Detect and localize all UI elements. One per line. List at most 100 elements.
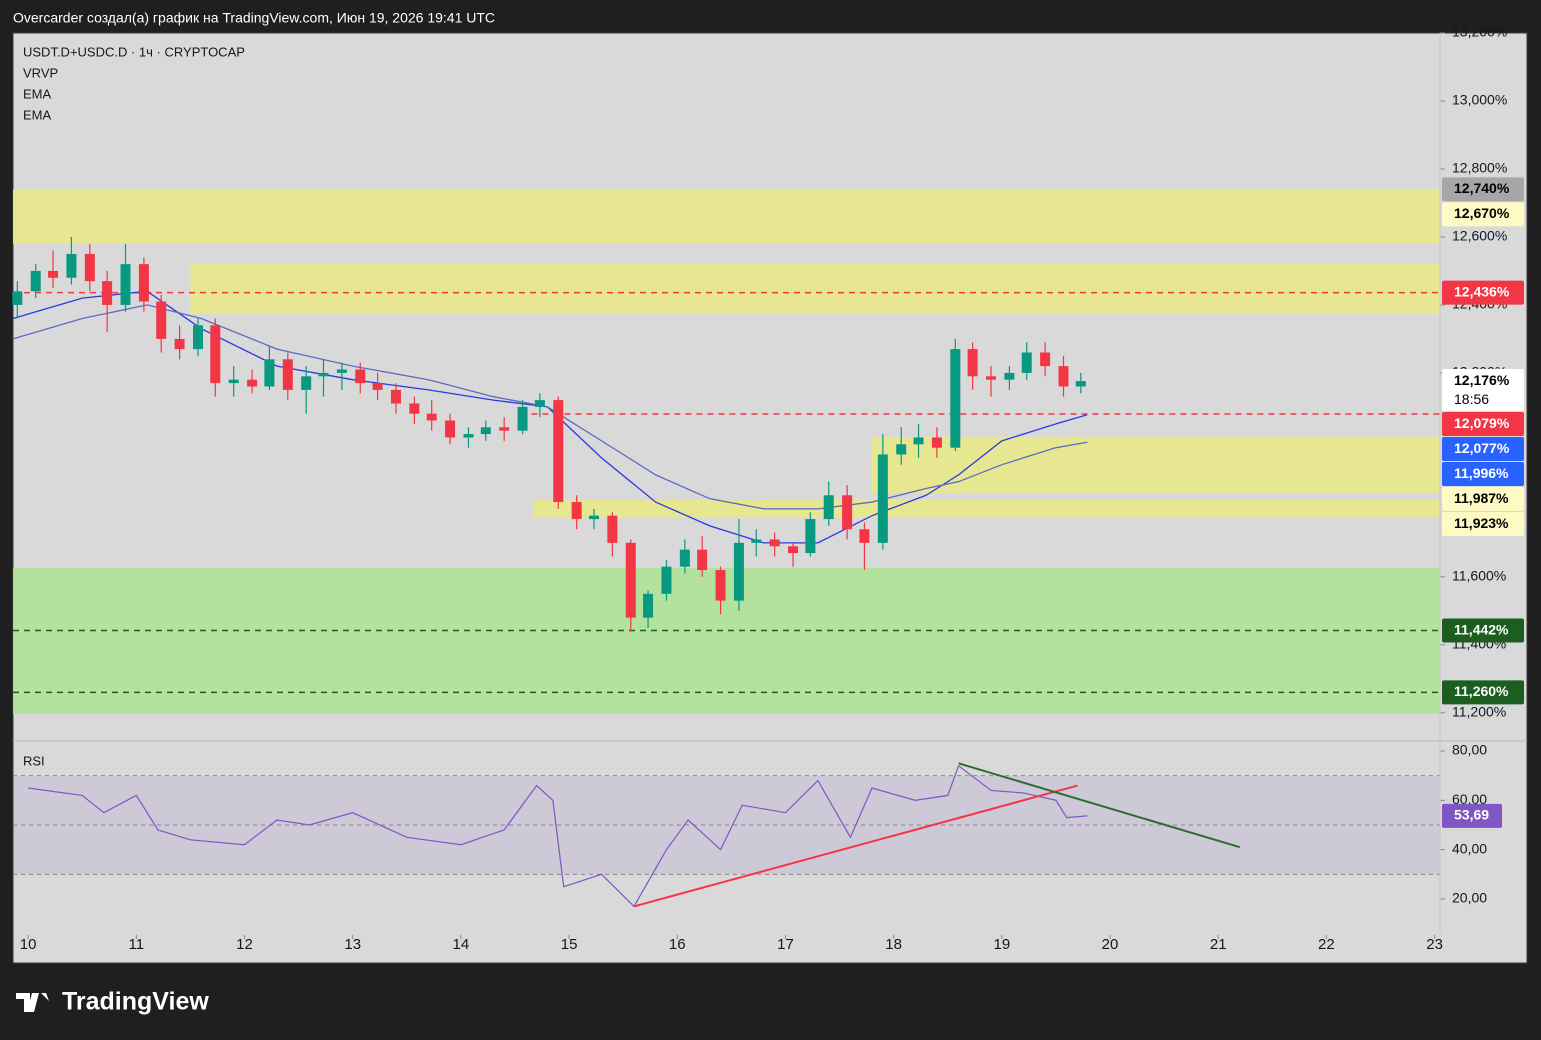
candle-body: [247, 379, 258, 387]
price-tag: [1442, 369, 1524, 412]
zone: [13, 568, 1440, 714]
candle-body: [84, 253, 95, 282]
y-tick-label: 60,00: [1452, 791, 1487, 807]
logo-icon: [16, 993, 49, 1012]
candle-body: [445, 420, 456, 438]
candle-body: [1058, 366, 1069, 387]
legend-text: USDT.D+USDC.D · 1ч · CRYPTOCAP: [23, 44, 245, 59]
candle-body: [896, 444, 907, 455]
candle-body: [571, 502, 582, 520]
price-tag-label: 11,996%: [1454, 465, 1509, 481]
candle-body: [301, 376, 312, 390]
price-tag-label: 11,923%: [1454, 515, 1509, 531]
y-tick-label: 20,00: [1452, 890, 1487, 906]
price-tag-label: 11,987%: [1454, 490, 1509, 506]
price-tag: [1442, 202, 1524, 227]
candle-body: [1021, 352, 1032, 373]
candle-body: [102, 281, 113, 305]
candle-body: [30, 270, 41, 292]
candle-body: [390, 389, 401, 404]
price-tag-label: 12,079%: [1454, 415, 1510, 431]
legend-text: EMA: [23, 107, 52, 122]
zone: [872, 436, 1440, 493]
trendline: [958, 762, 1241, 849]
candle-body: [534, 400, 545, 407]
x-tick-label: 14: [453, 936, 470, 953]
x-tick-label: 16: [669, 936, 686, 953]
candle-body: [318, 372, 329, 377]
candle-body: [697, 549, 708, 571]
candle-body: [661, 566, 672, 594]
price-tag: [1442, 487, 1524, 512]
price-tag-label: 12,436%: [1454, 283, 1510, 299]
price-tag: [1442, 680, 1524, 705]
price-tag-label: 11,260%: [1454, 683, 1509, 699]
price-tag: [1442, 437, 1524, 462]
ema-line: [12, 304, 1088, 510]
candle-body: [499, 427, 510, 431]
candle-body: [733, 542, 744, 601]
header-text: Overcarder создал(а) график на TradingVi…: [13, 10, 495, 26]
candle-body: [174, 338, 185, 350]
x-tick-label: 12: [236, 936, 253, 953]
candle-body: [463, 434, 474, 438]
candle-body: [625, 542, 636, 618]
candle-body: [409, 403, 420, 414]
candle-body: [715, 570, 726, 601]
candle-body: [336, 369, 347, 373]
candle-body: [967, 349, 978, 377]
x-tick-label: 15: [561, 936, 578, 953]
candle-body: [1040, 352, 1051, 367]
price-tag-label: 53,69: [1454, 807, 1489, 823]
candle-body: [1075, 381, 1086, 387]
candle-body: [913, 437, 924, 445]
candle-body: [607, 515, 618, 543]
x-tick-label: 18: [885, 936, 902, 953]
price-tag-label: 11,442%: [1454, 621, 1509, 637]
candle-body: [751, 539, 762, 543]
candle-body: [842, 495, 853, 530]
x-tick-label: 11: [129, 936, 145, 953]
x-tick-label: 13: [344, 936, 361, 953]
candle-body: [788, 546, 799, 554]
price-tag-label: 12,740%: [1454, 180, 1510, 196]
candle-body: [156, 301, 167, 339]
price-tag-label: 12,670%: [1454, 205, 1510, 221]
y-tick-label: 40,00: [1452, 840, 1487, 856]
candle-body: [805, 519, 816, 554]
candle-body: [372, 383, 383, 390]
x-tick-label: 10: [20, 936, 37, 953]
x-tick-label: 17: [777, 936, 794, 953]
candle-body: [679, 549, 690, 567]
candle-body: [588, 515, 599, 520]
legend-text: EMA: [23, 86, 52, 101]
candle-body: [355, 369, 366, 384]
candle-body: [986, 376, 997, 380]
zone: [190, 264, 1441, 315]
candle-body: [1004, 372, 1015, 380]
candle-body: [950, 349, 961, 448]
y-tick-label: 11,200%: [1452, 704, 1506, 720]
candle-body: [228, 379, 239, 384]
countdown: 18:56: [1454, 391, 1489, 407]
price-tag: [1442, 618, 1524, 643]
candle-body: [193, 325, 204, 350]
price-tag: [1442, 412, 1524, 437]
candle-body: [426, 413, 437, 421]
legend-text: VRVP: [23, 65, 58, 80]
y-tick-label: 11,600%: [1452, 568, 1506, 584]
x-tick-label: 19: [993, 936, 1010, 953]
candle-body: [12, 291, 23, 305]
candle-body: [931, 437, 942, 448]
candle-body: [138, 264, 149, 302]
y-tick-label: 12,800%: [1452, 160, 1507, 176]
x-tick-label: 21: [1210, 936, 1227, 953]
y-tick-label: 13,200%: [1452, 24, 1507, 40]
candle-body: [120, 264, 131, 305]
logo: TradingView: [62, 988, 209, 1016]
candle-body: [517, 406, 528, 431]
chart-frame: [12, 32, 1528, 964]
candle-body: [210, 325, 221, 384]
candle-body: [769, 539, 780, 547]
